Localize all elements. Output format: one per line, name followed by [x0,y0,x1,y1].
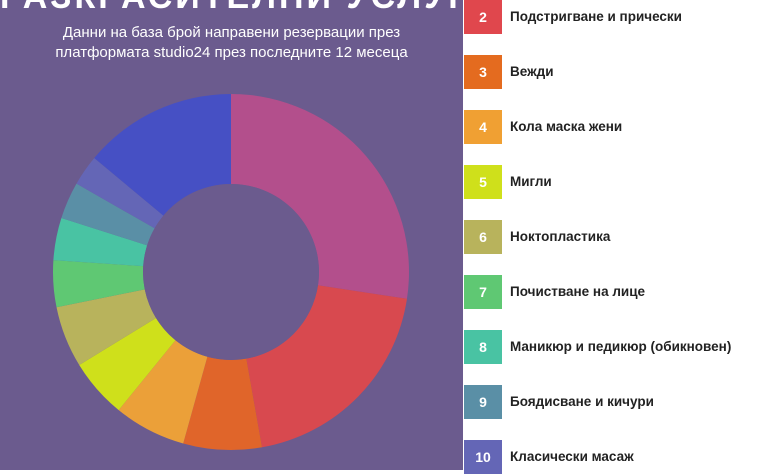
donut-slice-11 [94,94,231,216]
donut-hole [143,184,319,360]
legend-number: 10 [464,440,502,474]
subtitle-line-2: платформата studio24 през последните 12 … [55,44,408,61]
legend: 2 Подстригване и прически 3 Вежди 4 Кола… [464,0,780,474]
legend-number: 4 [464,110,502,144]
donut-slice-7 [53,260,145,308]
legend-label: Маникюр и педикюр (обикновен) [510,339,732,354]
legend-number: 7 [464,275,502,309]
legend-number: 6 [464,220,502,254]
legend-item-5: 5 Мигли [464,165,780,199]
donut-slice-2 [246,285,407,448]
chart-title: РАЗКРАСИТЕЛНИ УСЛУГИ [0,0,463,17]
donut-slice-8 [53,218,148,267]
legend-label: Класически масаж [510,449,634,464]
legend-label: Мигли [510,174,552,189]
subtitle-line-1: Данни на база брой направени резервации … [62,24,401,41]
chart-subtitle: Данни на база брой направени резервации … [0,23,463,63]
legend-number: 5 [464,165,502,199]
legend-label: Вежди [510,64,554,79]
legend-label: Боядисване и кичури [510,394,654,409]
legend-number: 3 [464,55,502,89]
legend-item-8: 8 Маникюр и педикюр (обикновен) [464,330,780,364]
donut-slice-1 [231,94,409,299]
donut-slice-6 [56,289,156,366]
legend-item-2: 2 Подстригване и прически [464,0,780,34]
legend-item-6: 6 Ноктопластика [464,220,780,254]
legend-item-10: 10 Класически масаж [464,440,780,474]
legend-item-3: 3 Вежди [464,55,780,89]
legend-label: Почистване на лице [510,284,646,299]
donut-slice-10 [76,158,164,229]
donut-chart [53,94,409,450]
donut-slice-3 [183,356,263,450]
chart-panel: РАЗКРАСИТЕЛНИ УСЛУГИ Данни на база брой … [0,0,463,470]
legend-item-7: 7 Почистване на лице [464,275,780,309]
legend-number: 8 [464,330,502,364]
legend-label: Ноктопластика [510,229,611,244]
donut-slice-4 [118,340,208,444]
donut-slice-9 [61,183,155,246]
legend-item-9: 9 Боядисване и кичури [464,385,780,419]
legend-label: Кола маска жени [510,119,623,134]
donut-slice-5 [79,317,176,411]
legend-number: 2 [464,0,502,34]
legend-label: Подстригване и прически [510,9,682,24]
legend-number: 9 [464,385,502,419]
legend-item-4: 4 Кола маска жени [464,110,780,144]
